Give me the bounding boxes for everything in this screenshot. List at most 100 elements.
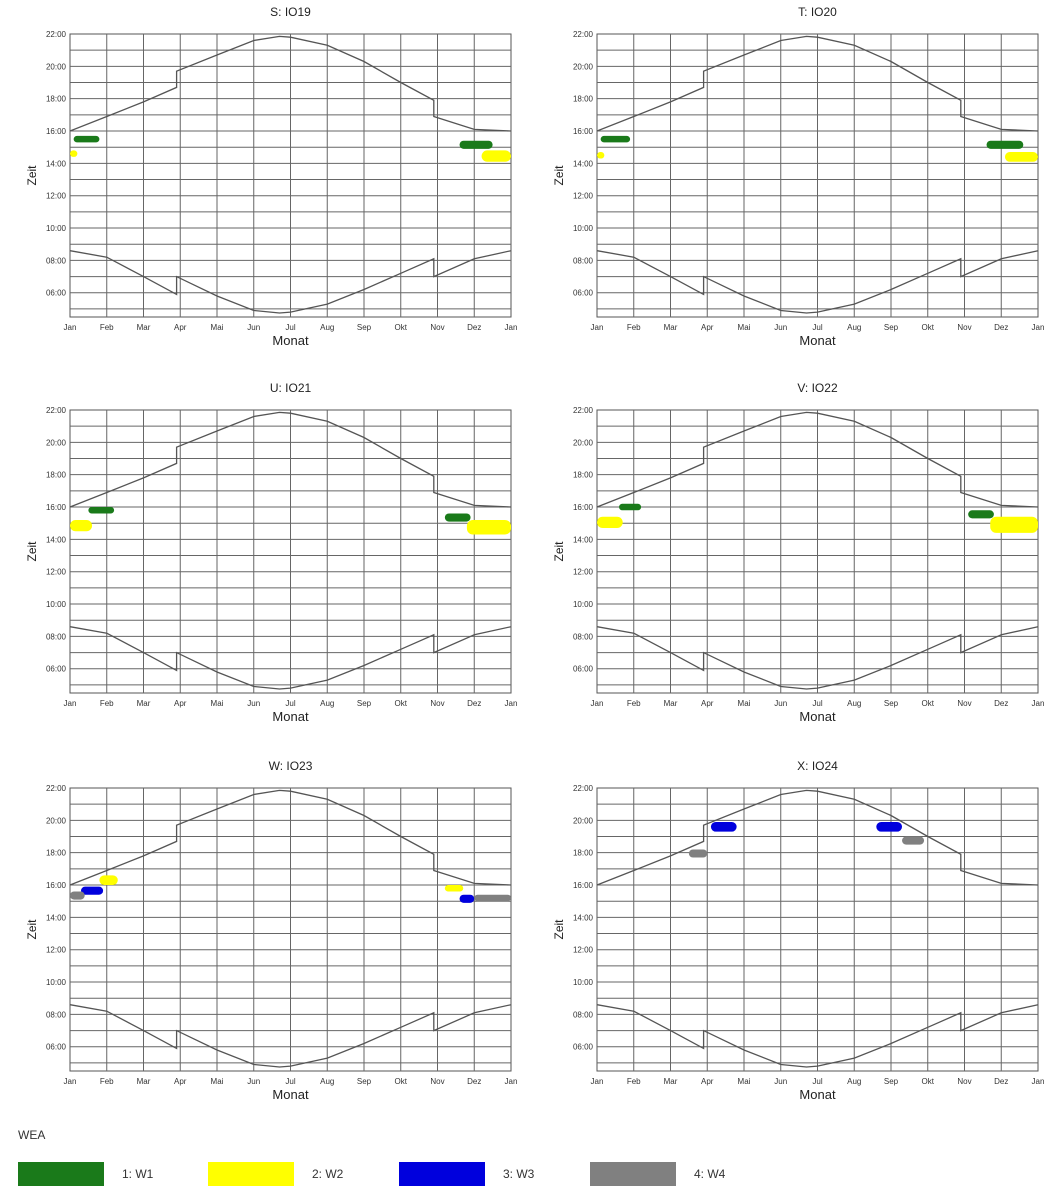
x-tick-label: Jan xyxy=(1032,699,1045,708)
y-tick-label: 22:00 xyxy=(573,30,594,39)
shadow-period-4w4 xyxy=(70,891,85,900)
shadow-period-4w4 xyxy=(688,849,708,858)
shadow-period-1w1 xyxy=(88,507,115,514)
x-tick-label: Mar xyxy=(137,699,151,708)
x-tick-label: Feb xyxy=(627,1077,641,1086)
y-tick-label: 08:00 xyxy=(46,1010,67,1019)
x-tick-label: Jun xyxy=(247,1077,260,1086)
x-tick-label: Jun xyxy=(774,1077,787,1086)
chart-title: U: IO21 xyxy=(270,381,312,395)
shadow-period-2w2 xyxy=(70,519,93,532)
y-tick-label: 10:00 xyxy=(46,978,67,987)
y-tick-label: 18:00 xyxy=(573,849,594,858)
y-tick-label: 12:00 xyxy=(573,192,594,201)
chart-title: W: IO23 xyxy=(269,759,313,773)
x-tick-label: Jun xyxy=(774,323,787,332)
y-tick-label: 10:00 xyxy=(573,224,594,233)
x-tick-label: Okt xyxy=(395,699,408,708)
x-tick-label: Mar xyxy=(664,699,678,708)
x-tick-label: Jul xyxy=(812,699,822,708)
y-tick-label: 18:00 xyxy=(573,471,594,480)
y-axis-label: Zeit xyxy=(25,919,39,940)
legend-swatch-w1 xyxy=(18,1162,104,1186)
x-tick-label: Sep xyxy=(884,1077,899,1086)
y-tick-label: 16:00 xyxy=(573,881,594,890)
y-tick-label: 08:00 xyxy=(573,1010,594,1019)
y-tick-label: 16:00 xyxy=(46,881,67,890)
x-tick-label: Jul xyxy=(812,323,822,332)
x-tick-label: Aug xyxy=(847,699,861,708)
y-tick-label: 06:00 xyxy=(573,1043,594,1052)
x-axis-label: Monat xyxy=(272,709,309,724)
y-tick-label: 20:00 xyxy=(573,438,594,447)
y-tick-label: 22:00 xyxy=(46,30,67,39)
x-tick-label: Dez xyxy=(467,699,481,708)
legend-swatch-w3 xyxy=(399,1162,485,1186)
y-tick-label: 18:00 xyxy=(46,849,67,858)
shadow-period-3w3 xyxy=(876,821,903,832)
sunset-curve xyxy=(69,411,512,508)
sunset-curve xyxy=(69,35,512,132)
shadow-period-1w1 xyxy=(459,140,493,149)
y-tick-label: 14:00 xyxy=(573,159,594,168)
x-tick-label: Aug xyxy=(847,1077,861,1086)
y-tick-label: 12:00 xyxy=(46,946,67,955)
sunset-curve xyxy=(596,789,1039,886)
x-tick-label: Apr xyxy=(701,323,714,332)
x-tick-label: Jul xyxy=(812,1077,822,1086)
sunrise-curve xyxy=(596,626,1039,690)
sunrise-curve xyxy=(69,626,512,690)
y-tick-label: 08:00 xyxy=(46,256,67,265)
y-tick-label: 06:00 xyxy=(46,665,67,674)
x-tick-label: Jan xyxy=(591,323,604,332)
x-tick-label: Apr xyxy=(701,699,714,708)
y-tick-label: 20:00 xyxy=(573,816,594,825)
x-tick-label: Jul xyxy=(285,323,295,332)
y-tick-label: 22:00 xyxy=(46,784,67,793)
x-tick-label: Mai xyxy=(211,323,224,332)
shadow-period-2w2 xyxy=(481,150,511,162)
x-tick-label: Mai xyxy=(211,699,224,708)
x-tick-label: Jan xyxy=(1032,1077,1045,1086)
x-tick-label: Dez xyxy=(994,699,1008,708)
y-tick-label: 18:00 xyxy=(46,471,67,480)
x-tick-label: Dez xyxy=(467,1077,481,1086)
x-tick-label: Feb xyxy=(100,1077,114,1086)
x-tick-label: Okt xyxy=(922,323,935,332)
x-tick-label: Jul xyxy=(285,1077,295,1086)
legend-swatch-w4 xyxy=(590,1162,676,1186)
x-tick-label: Mar xyxy=(137,1077,151,1086)
sunset-curve xyxy=(69,789,512,886)
shadow-period-3w3 xyxy=(81,886,104,895)
x-tick-label: Mar xyxy=(137,323,151,332)
x-tick-label: Jan xyxy=(505,1077,518,1086)
x-axis-label: Monat xyxy=(272,1087,309,1102)
x-tick-label: Nov xyxy=(957,1077,971,1086)
shadow-period-1w1 xyxy=(73,135,100,143)
shadow-period-3w3 xyxy=(459,894,475,903)
x-tick-label: Jan xyxy=(505,699,518,708)
shadow-period-4w4 xyxy=(902,836,925,845)
sunrise-curve xyxy=(596,1004,1039,1068)
y-tick-label: 18:00 xyxy=(573,95,594,104)
shadow-period-2w2 xyxy=(990,516,1038,533)
y-axis-label: Zeit xyxy=(25,165,39,186)
chart-2: 06:00 08:00 10:00 12:00 14:00 16:00 18:00 20:00… xyxy=(552,5,1044,348)
x-tick-label: Mai xyxy=(738,699,751,708)
x-axis-label: Monat xyxy=(799,709,836,724)
shadow-period-2w2 xyxy=(597,516,623,529)
shadow-period-1w1 xyxy=(444,513,471,522)
x-tick-label: Jun xyxy=(774,699,787,708)
y-tick-label: 12:00 xyxy=(573,568,594,577)
shadow-period-2w2 xyxy=(99,875,118,886)
x-tick-label: Dez xyxy=(994,323,1008,332)
y-tick-label: 14:00 xyxy=(46,159,67,168)
x-tick-label: Apr xyxy=(174,699,187,708)
shadow-period-4w4 xyxy=(474,894,511,902)
shadow-period-2w2 xyxy=(466,519,511,535)
y-tick-label: 22:00 xyxy=(46,406,67,415)
legend: WEA 1: W1 2: W2 3: W3 4: W4 xyxy=(0,1110,1052,1189)
y-tick-label: 16:00 xyxy=(46,503,67,512)
chart-title: V: IO22 xyxy=(797,381,838,395)
y-tick-label: 10:00 xyxy=(46,224,67,233)
